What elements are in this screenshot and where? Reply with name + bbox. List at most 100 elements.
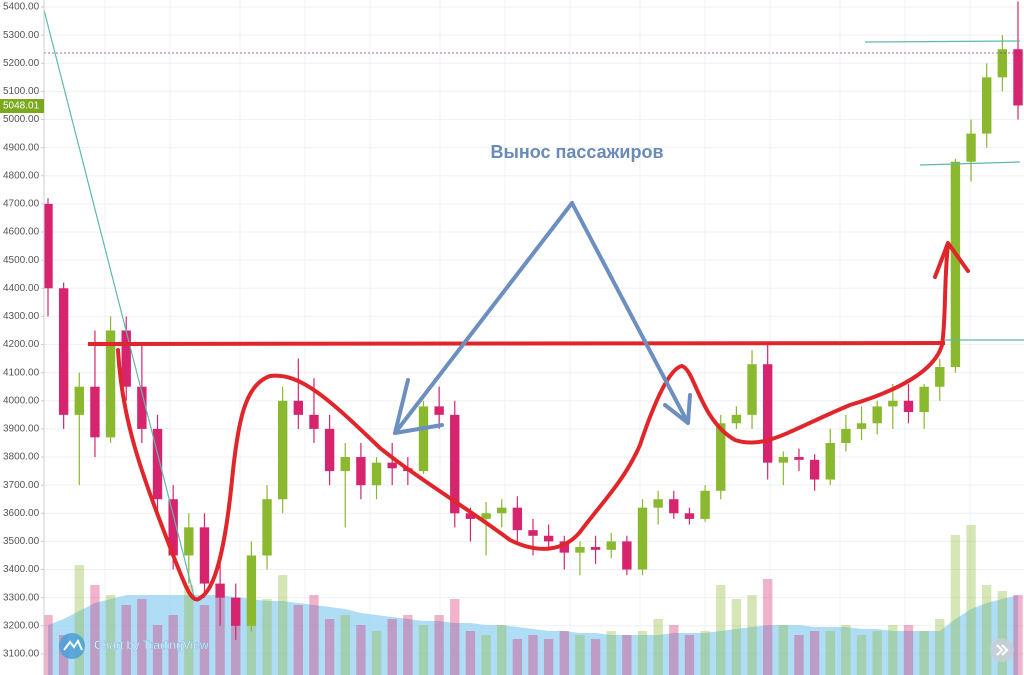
y-tick-label: 5000.00 [3,114,40,125]
volume-bar [231,615,241,675]
candle-body [1013,49,1023,106]
y-tick-label: 4800.00 [3,170,40,181]
volume-bar [528,635,538,675]
volume-bar [778,625,789,675]
volume-bar [246,619,257,675]
candle-body [872,406,882,424]
volume-bar [324,619,335,675]
volume-bar [74,565,84,675]
candle-body [324,428,335,472]
candle-body [590,547,601,550]
volume-bar [340,615,350,675]
candle-body [262,499,272,556]
volume-bar [543,639,554,675]
y-tick-label: 3800.00 [3,452,40,463]
candle-body [512,507,523,531]
volume-bar [872,631,882,675]
y-tick-label: 3200.00 [3,620,40,631]
volume-bar [716,585,726,675]
candle-body [543,535,554,542]
candle-body [168,499,178,556]
volume-bar [935,619,945,675]
volume-bar [559,631,569,675]
y-tick-label: 3700.00 [3,480,40,491]
volume-bar [137,599,147,675]
scroll-button[interactable] [990,638,1014,662]
candle-body [121,330,131,387]
volume-bar [622,635,632,675]
candle-body [371,462,382,486]
volume-bar [152,625,163,675]
volume-ma-area [48,595,1018,675]
volume-pane [43,525,1023,675]
volume-bar [262,599,272,675]
y-tick-label: 3100.00 [3,649,40,660]
volume-bar [794,635,804,675]
last-price-label: 5048.01 [3,101,40,112]
candle-body [809,459,820,480]
y-tick-label: 3300.00 [3,592,40,603]
y-tick-label: 4000.00 [3,395,40,406]
volume-bar [747,595,757,675]
candle-body [669,499,679,514]
volume-bar [841,625,851,675]
candle-body [465,513,476,519]
volume-bar [450,599,460,675]
volume-bar [966,525,976,675]
candle-body [653,499,663,508]
volume-bar [105,595,116,675]
watermark: Chart by TradingView [94,638,209,652]
volume-bar [950,535,961,675]
volume-bar [356,625,366,675]
candle-body [434,406,444,415]
candle-body [246,555,257,626]
candle-body [105,330,116,438]
candle-body [340,457,350,472]
volume-bar [809,631,820,675]
volume-bar [888,625,898,675]
candle-body [637,507,648,570]
volume-bar [590,639,601,675]
candle-body [356,457,366,486]
candle-body [606,541,616,550]
volume-bar [121,605,131,675]
candle-body [747,364,757,415]
candle-body [450,414,460,514]
volume-bar [1013,595,1023,675]
volume-bar [43,615,53,675]
volume-bar [684,635,695,675]
volume-bar [903,625,914,675]
candle-body [825,442,835,480]
volume-bar [215,595,225,675]
candle-body [888,400,898,407]
candle-body [418,406,429,472]
candle-body [43,203,53,289]
y-tick-label: 5200.00 [3,58,40,69]
candle-body [950,161,961,368]
y-tick-label: 4300.00 [3,311,40,322]
candle-body [778,457,789,463]
volume-bar [184,585,194,675]
vertical-grid [104,0,971,675]
volume-bar [825,631,835,675]
candle-body [497,507,507,514]
volume-bar [90,585,100,675]
candle-body [559,541,569,553]
annotation: Вынос пассажиров [490,142,663,162]
candle-body [231,597,241,626]
volume-bar [997,591,1008,675]
last-price-box [0,99,44,114]
candle-body [841,428,851,443]
candle-body [997,49,1008,78]
y-axis: 3100.00 3200.00 3300.00 3400.00 3500.00 3600.… [0,2,44,660]
candle-body [903,400,914,413]
candle-body [622,541,632,570]
candle-body [575,547,585,553]
y-tick-label: 4700.00 [3,199,40,210]
y-tick-label: 3500.00 [3,536,40,547]
candle-body [716,423,726,491]
y-tick-label: 4400.00 [3,283,40,294]
volume-bar [434,615,444,675]
volume-bar [277,575,288,675]
